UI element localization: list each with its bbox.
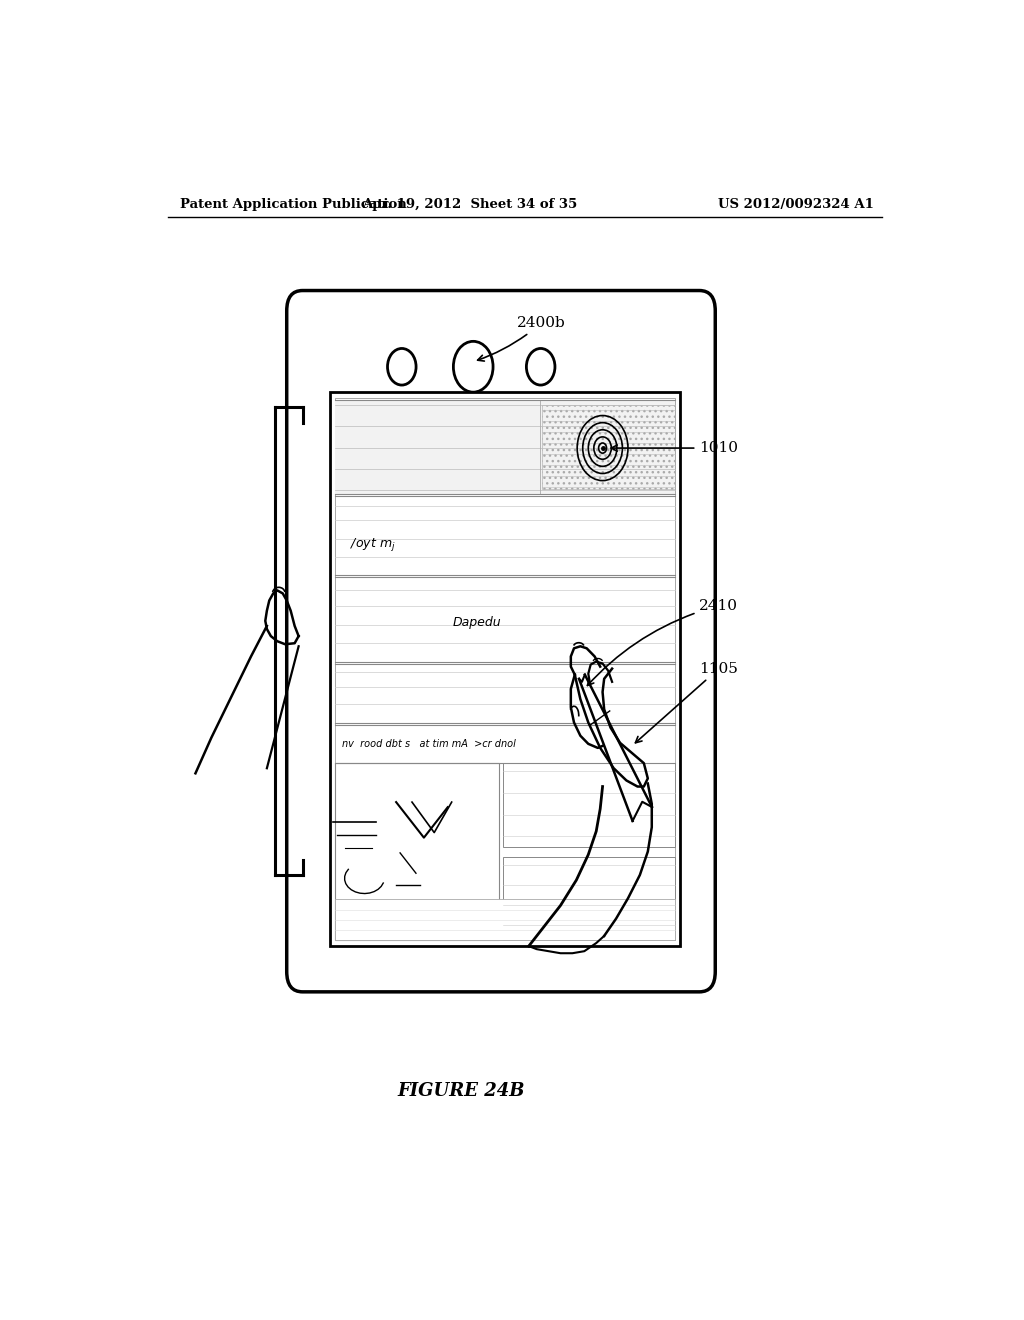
Text: Dapedu: Dapedu: [453, 616, 502, 630]
Bar: [335, 725, 675, 763]
Text: 1010: 1010: [611, 441, 738, 455]
Text: 2410: 2410: [588, 598, 738, 685]
Bar: [503, 763, 675, 846]
Text: US 2012/0092324 A1: US 2012/0092324 A1: [718, 198, 873, 211]
Bar: [503, 857, 675, 940]
Text: Patent Application Publication: Patent Application Publication: [179, 198, 407, 211]
Text: Apr. 19, 2012  Sheet 34 of 35: Apr. 19, 2012 Sheet 34 of 35: [361, 198, 577, 211]
Bar: [335, 899, 675, 940]
Text: nv  rood dbt s   at tim mA  >cr dnol: nv rood dbt s at tim mA >cr dnol: [342, 739, 516, 748]
Text: /oyt $m_j$: /oyt $m_j$: [350, 536, 396, 553]
Bar: [331, 392, 680, 946]
Text: FIGURE 24B: FIGURE 24B: [397, 1082, 525, 1101]
Bar: [335, 399, 675, 940]
Bar: [335, 400, 675, 494]
Bar: [543, 405, 675, 488]
Bar: [335, 763, 500, 940]
Text: 1105: 1105: [636, 661, 738, 743]
FancyBboxPatch shape: [287, 290, 715, 991]
Text: 2400b: 2400b: [477, 315, 565, 362]
